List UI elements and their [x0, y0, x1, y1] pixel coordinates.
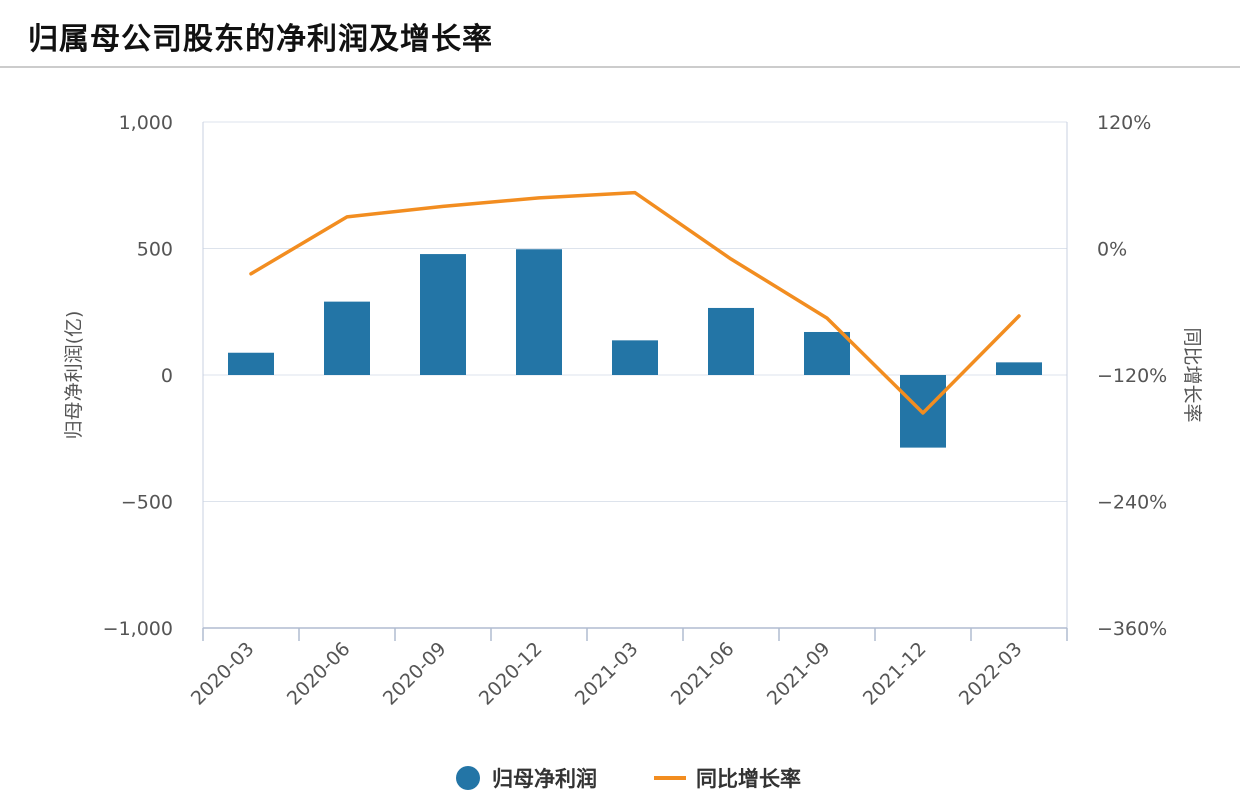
- legend-item-profit[interactable]: 归母净利润: [456, 766, 597, 791]
- y2-tick-label: 120%: [1097, 112, 1151, 134]
- x-tick-label: 2021-03: [571, 638, 643, 710]
- axes: [202, 122, 1068, 629]
- y-tick-label: 1,000: [119, 112, 173, 134]
- x-tick-label: 2021-06: [667, 638, 739, 710]
- x-axis-ticks: 2020-03 2020-06 2020-09 2020-12 2021-03 2021-…: [187, 628, 1068, 710]
- legend: 归母净利润 同比增长率: [456, 766, 801, 791]
- bar: [708, 307, 754, 375]
- y2-axis-label: 同比增长率: [1181, 327, 1203, 422]
- x-tick-label: 2021-12: [859, 638, 931, 710]
- bar: [804, 331, 850, 375]
- bar: [228, 352, 274, 375]
- chart-title: 归属母公司股东的净利润及增长率: [28, 22, 493, 57]
- line-series: [249, 190, 1021, 415]
- left-axis-ticks: 1,000 500 0 −500 −1,000: [103, 112, 173, 640]
- legend-label-growth: 同比增长率: [696, 767, 801, 791]
- y-tick-label: −1,000: [103, 618, 173, 640]
- legend-item-growth[interactable]: 同比增长率: [654, 767, 801, 791]
- legend-label-profit: 归母净利润: [492, 767, 597, 791]
- legend-marker-profit: [456, 766, 480, 790]
- x-tick-label: 2020-03: [187, 638, 259, 710]
- y2-tick-label: −240%: [1097, 492, 1167, 514]
- x-tick-label: 2020-06: [283, 638, 355, 710]
- right-axis-ticks: 120% 0% −120% −240% −360%: [1097, 112, 1167, 640]
- x-tick-label: 2022-03: [955, 638, 1027, 710]
- y-tick-label: −500: [121, 492, 173, 514]
- bar: [612, 340, 658, 375]
- y2-tick-label: −120%: [1097, 365, 1167, 387]
- x-tick-label: 2020-12: [475, 638, 547, 710]
- x-tick-label: 2021-09: [763, 638, 835, 710]
- bar: [324, 301, 370, 375]
- x-tick-label: 2020-09: [379, 638, 451, 710]
- bar: [996, 362, 1042, 375]
- y2-tick-label: −360%: [1097, 618, 1167, 640]
- y-axis-label: 归母净利润(亿): [63, 311, 85, 440]
- y2-tick-label: 0%: [1097, 239, 1127, 261]
- y-tick-label: 0: [161, 365, 173, 387]
- bar-series: [228, 249, 1042, 448]
- chart-header: 归属母公司股东的净利润及增长率: [0, 0, 1240, 68]
- bar: [516, 249, 562, 375]
- y-tick-label: 500: [137, 239, 173, 261]
- bar: [420, 254, 466, 375]
